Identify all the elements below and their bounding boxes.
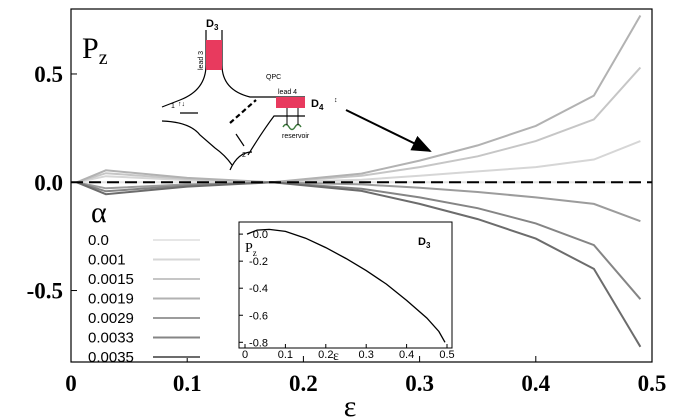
schematic-d3-label: D3	[206, 18, 219, 32]
legend: α 0.0 0.001 0.0015 0.0019 0.0029 0.0033 0.0035	[88, 196, 200, 366]
legend-label: 0.0019	[88, 291, 134, 308]
d3-dot	[206, 40, 222, 70]
schematic-lower-left-edge	[161, 120, 233, 166]
schematic-bottom-edge	[247, 115, 305, 156]
annotation-arrow	[345, 109, 432, 152]
x-tick-label: 0.5	[638, 371, 667, 396]
inset-x-tick-label: 0.2	[318, 349, 333, 361]
schematic-lead3-left-edge	[161, 30, 207, 108]
inset-series-group	[246, 228, 446, 343]
schematic-port2-label: 2	[242, 152, 246, 159]
device-schematic	[161, 30, 305, 171]
inset-annotation: D3	[418, 236, 431, 250]
schematic-port2-arm	[235, 133, 245, 147]
legend-label: 0.0033	[88, 330, 134, 347]
spin-arrow-d4: ↕	[334, 97, 338, 104]
inset-frame	[238, 221, 453, 349]
y-tick-label: -0.5	[27, 279, 63, 304]
inset-axes-group: 0 0.1 0.2 0.3 0.4 0.5 0.0 -0.2 -0.4 -0.6 -0.8	[239, 229, 455, 361]
x-tick-label: 0.1	[173, 371, 202, 396]
inset-x-title: ε	[333, 349, 339, 364]
legend-label: 0.0	[88, 232, 109, 249]
legend-label: 0.0029	[88, 310, 134, 327]
series-line-2	[76, 66, 642, 184]
inset-x-tick-label: 0.4	[399, 349, 414, 361]
axes-group: 0 0.1 0.2 0.3 0.4 0.5 0.5 0.0 -0.5	[27, 62, 667, 396]
reservoir-coil	[282, 123, 302, 131]
y-tick-label: 0.5	[34, 62, 63, 87]
legend-title: α	[91, 196, 107, 229]
schematic-lead3-right-edge	[221, 30, 305, 98]
schematic-reservoir-label: reservoir	[282, 133, 310, 140]
schematic-d4-label: D4	[311, 98, 324, 112]
legend-label: 0.0015	[88, 271, 134, 288]
schematic-lower-arm	[229, 151, 253, 171]
x-axis-title: ε	[344, 390, 357, 420]
x-tick-label: 0.2	[289, 371, 318, 396]
inset-y-tick-label: 0.0	[253, 229, 268, 241]
schematic-qpc-label: QPC	[266, 74, 281, 81]
series-line-6	[76, 181, 642, 348]
inset-y-tick-label: -0.4	[249, 283, 268, 295]
inset-x-tick-label: 0	[242, 349, 248, 361]
y-tick-label: 0.0	[34, 170, 63, 195]
inset-y-tick-label: -0.2	[249, 256, 268, 268]
x-tick-label: 0	[65, 371, 77, 396]
schematic-qpc-dashes	[229, 99, 257, 124]
y-axis-title: Pz	[82, 32, 108, 69]
schematic-lead4-label: lead 4	[278, 89, 297, 96]
plot-frame	[70, 8, 653, 363]
series-line-3	[76, 14, 642, 184]
legend-label: 0.0035	[88, 349, 134, 366]
series-line-5	[76, 181, 642, 300]
schematic-lead3-label: lead 3	[198, 51, 205, 70]
inset-y-tick-label: -0.6	[249, 310, 268, 322]
inset-y-tick-label: -0.8	[249, 337, 268, 349]
series-line-1	[76, 140, 641, 184]
d4-dot	[276, 97, 305, 108]
inset-series-line	[246, 228, 446, 343]
schematic-port1-label: 1	[171, 103, 175, 110]
inset-x-tick-label: 0.3	[359, 349, 374, 361]
x-tick-label: 0.4	[521, 371, 550, 396]
x-tick-label: 0.3	[405, 371, 434, 396]
inset-chart: 0 0.1 0.2 0.3 0.4 0.5 0.0 -0.2 -0.4 -0.6 -0.8 Pz ε…	[238, 221, 455, 364]
inset-x-tick-label: 0.5	[439, 349, 454, 361]
inset-x-tick-label: 0.1	[278, 349, 293, 361]
spin-arrow-port1: ↑↓	[178, 101, 185, 108]
series-line-4	[76, 181, 641, 223]
inset-y-title: Pz	[245, 241, 257, 258]
legend-label: 0.001	[88, 252, 126, 269]
series-group	[71, 14, 652, 348]
